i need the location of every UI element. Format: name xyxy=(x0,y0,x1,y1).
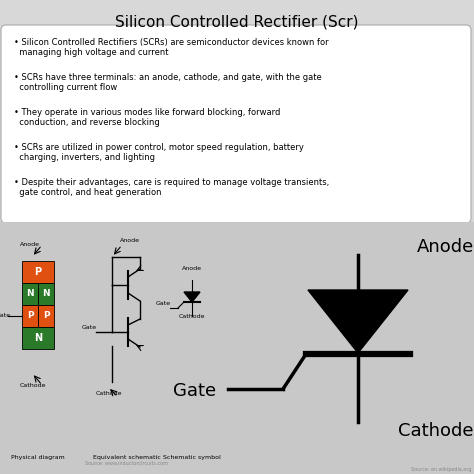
Bar xyxy=(22,327,54,349)
Text: Source: en.wikipedia.org: Source: en.wikipedia.org xyxy=(411,467,472,472)
Text: Anode: Anode xyxy=(417,238,474,256)
Text: N: N xyxy=(42,290,50,299)
Text: Silicon Controlled Rectifier (Scr): Silicon Controlled Rectifier (Scr) xyxy=(115,14,359,29)
Text: Cathode: Cathode xyxy=(20,383,46,388)
Text: P: P xyxy=(43,311,49,320)
Bar xyxy=(22,283,38,305)
Text: Cathode: Cathode xyxy=(179,314,205,319)
Text: Source: www.inductorcircuits.com: Source: www.inductorcircuits.com xyxy=(85,461,168,466)
Bar xyxy=(0,222,474,474)
Text: Anode: Anode xyxy=(120,238,140,243)
Bar xyxy=(22,261,54,283)
Text: Anode: Anode xyxy=(182,266,202,271)
Text: Gate: Gate xyxy=(0,313,11,318)
Text: Physical diagram: Physical diagram xyxy=(11,455,65,460)
Text: Equivalent schematic: Equivalent schematic xyxy=(93,455,161,460)
Text: N: N xyxy=(26,290,34,299)
Text: Cathode: Cathode xyxy=(96,391,122,396)
Bar xyxy=(22,305,38,327)
Text: Anode: Anode xyxy=(20,242,40,247)
Polygon shape xyxy=(184,292,200,302)
Text: • Silicon Controlled Rectifiers (SCRs) are semiconductor devices known for
  man: • Silicon Controlled Rectifiers (SCRs) a… xyxy=(14,38,328,57)
Text: • SCRs have three terminals: an anode, cathode, and gate, with the gate
  contro: • SCRs have three terminals: an anode, c… xyxy=(14,73,322,92)
Text: Gate: Gate xyxy=(82,325,97,330)
Text: • Despite their advantages, care is required to manage voltage transients,
  gat: • Despite their advantages, care is requ… xyxy=(14,178,329,197)
Text: • SCRs are utilized in power control, motor speed regulation, battery
  charging: • SCRs are utilized in power control, mo… xyxy=(14,143,304,163)
Polygon shape xyxy=(308,290,408,353)
Text: N: N xyxy=(34,333,42,343)
Text: P: P xyxy=(35,267,42,277)
Text: P: P xyxy=(27,311,33,320)
Text: Schematic symbol: Schematic symbol xyxy=(163,455,221,460)
Text: Gate: Gate xyxy=(173,382,216,400)
Text: • They operate in various modes like forward blocking, forward
  conduction, and: • They operate in various modes like for… xyxy=(14,108,281,128)
Bar xyxy=(38,283,54,305)
Text: Gate: Gate xyxy=(156,301,171,306)
FancyBboxPatch shape xyxy=(1,25,471,223)
Text: Cathode: Cathode xyxy=(399,422,474,440)
Bar xyxy=(38,305,54,327)
